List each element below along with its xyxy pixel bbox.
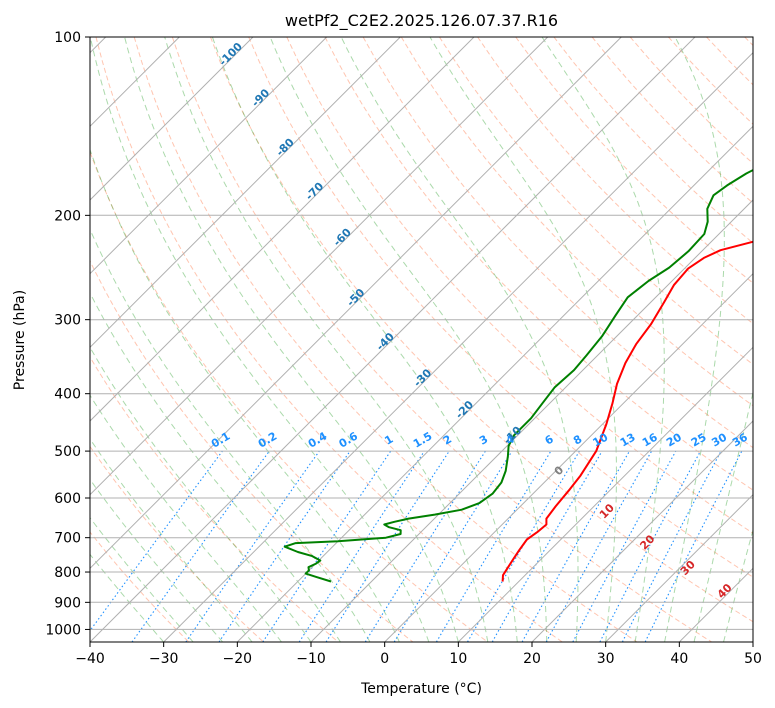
moist-adiabat-line bbox=[90, 516, 194, 642]
moist-adiabat-line bbox=[693, 390, 753, 642]
moist-adiabat-line bbox=[340, 37, 579, 642]
x-tick-label: 0 bbox=[380, 651, 389, 667]
dry-adiabat-line bbox=[133, 37, 638, 642]
y-tick-label: 500 bbox=[54, 444, 81, 460]
dry-adiabat-line bbox=[515, 37, 753, 284]
mixing-ratio-line bbox=[644, 450, 743, 642]
dry-adiabat-line bbox=[438, 37, 753, 366]
y-tick-label: 1000 bbox=[45, 622, 81, 638]
moist-adiabat-line bbox=[90, 148, 400, 642]
x-tick-label: 50 bbox=[744, 651, 762, 667]
x-tick-label: −30 bbox=[149, 651, 179, 667]
moist-adiabat-line bbox=[90, 438, 253, 642]
dry-adiabat-line bbox=[90, 531, 190, 642]
moist-adiabat-line bbox=[723, 528, 753, 642]
isotherm-gridline bbox=[531, 420, 753, 642]
dry-adiabat-line bbox=[286, 37, 753, 534]
isotherm-gridline bbox=[310, 199, 753, 642]
isotherm-gridline bbox=[90, 37, 475, 422]
x-tick-label: −40 bbox=[75, 651, 105, 667]
moist-adiabat-line bbox=[124, 37, 459, 642]
dry-adiabat-line bbox=[210, 37, 753, 623]
mixing-ratio-line bbox=[325, 450, 450, 642]
moist-adiabat-line bbox=[90, 37, 430, 642]
isotherm-gridline bbox=[384, 272, 753, 642]
mixing-ratio-line bbox=[298, 450, 425, 642]
isotherm-gridline bbox=[90, 37, 328, 275]
isotherm-gridline bbox=[90, 37, 549, 496]
dry-adiabat-line bbox=[95, 37, 563, 642]
mixing-ratio-line bbox=[262, 450, 392, 642]
x-axis-label: Temperature (°C) bbox=[360, 681, 482, 697]
dry-adiabat-line bbox=[248, 37, 753, 578]
mixing-ratio-line bbox=[185, 450, 320, 642]
mixing-ratio-line bbox=[393, 450, 513, 642]
isotherm-gridline bbox=[605, 493, 753, 642]
moist-adiabat-line bbox=[429, 37, 617, 642]
dry-adiabat-line bbox=[477, 37, 753, 325]
y-tick-label: 900 bbox=[54, 595, 81, 611]
dry-adiabat-line bbox=[90, 150, 488, 642]
moist-adiabat-line bbox=[211, 37, 518, 642]
mixing-ratio-line bbox=[572, 450, 677, 642]
moist-adiabat-line bbox=[90, 553, 165, 642]
moist-adiabat-line bbox=[90, 478, 223, 642]
isotherm-gridline bbox=[457, 346, 753, 642]
y-tick-label: 200 bbox=[54, 208, 81, 224]
moist-adiabat-line bbox=[269, 37, 548, 642]
moist-adiabat-line bbox=[90, 394, 282, 642]
moist-adiabat-line bbox=[664, 37, 725, 642]
chart-title: wetPf2_C2E2.2025.126.07.37.R16 bbox=[285, 11, 558, 31]
isotherm-gridline bbox=[90, 37, 401, 349]
dewpoint-profile-line bbox=[283, 168, 753, 583]
mixing-ratio-line bbox=[545, 450, 653, 642]
y-tick-label: 800 bbox=[54, 565, 81, 581]
isotherm-gridline bbox=[90, 37, 622, 570]
dry-adiabat-line bbox=[362, 37, 753, 449]
y-tick-label: 600 bbox=[54, 491, 81, 507]
moist-adiabat-line bbox=[90, 228, 371, 642]
x-tick-label: −10 bbox=[296, 651, 326, 667]
dry-adiabat-line bbox=[400, 37, 753, 407]
mixing-ratio-line bbox=[521, 450, 630, 642]
x-tick-label: 20 bbox=[523, 651, 541, 667]
y-tick-label: 400 bbox=[54, 387, 81, 403]
x-tick-label: 10 bbox=[449, 651, 467, 667]
x-tick-label: −20 bbox=[223, 651, 253, 667]
dry-adiabat-line bbox=[90, 259, 414, 642]
moist-adiabat-line bbox=[164, 37, 489, 642]
dry-adiabat-line bbox=[90, 445, 264, 642]
temperature-profile-line bbox=[501, 240, 753, 582]
y-tick-label: 300 bbox=[54, 313, 81, 329]
isotherm-gridline bbox=[163, 51, 753, 642]
mixing-ratio-line bbox=[131, 450, 270, 642]
isotherm-gridline bbox=[90, 37, 254, 201]
plot-frame bbox=[89, 36, 754, 643]
dry-adiabat-line bbox=[324, 37, 753, 491]
moist-adiabat-line bbox=[541, 37, 665, 642]
y-axis-label: Pressure (hPa) bbox=[12, 290, 28, 390]
x-tick-label: 30 bbox=[597, 651, 615, 667]
x-tick-label: 40 bbox=[670, 651, 688, 667]
y-tick-label: 100 bbox=[54, 30, 81, 46]
isotherm-gridline bbox=[90, 37, 696, 642]
mixing-ratio-line bbox=[90, 450, 223, 632]
moist-adiabat-line bbox=[90, 292, 341, 642]
mixing-ratio-line bbox=[218, 450, 351, 642]
y-tick-label: 700 bbox=[54, 531, 81, 547]
dry-adiabat-line bbox=[90, 356, 339, 642]
